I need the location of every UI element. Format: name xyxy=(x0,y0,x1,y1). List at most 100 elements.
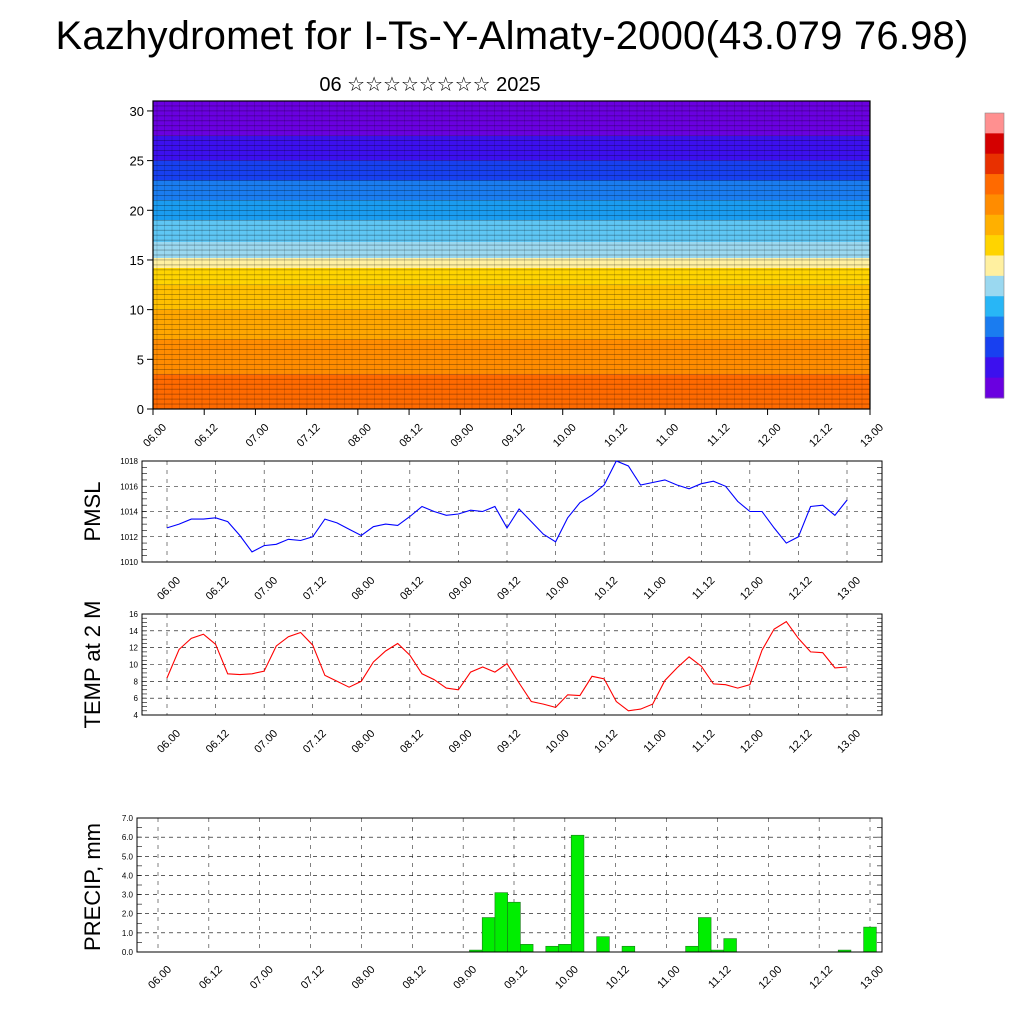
x-tick-label: 06.12 xyxy=(204,575,232,603)
color-band xyxy=(153,267,870,285)
x-tick-label: 07.00 xyxy=(244,422,272,450)
colorbar-swatch xyxy=(985,214,1004,236)
y-tick-label: 1010 xyxy=(120,558,138,567)
x-tick-label: 09.00 xyxy=(447,728,475,756)
colorbar-swatch xyxy=(985,275,1004,297)
x-tick-label: 12.00 xyxy=(756,422,784,450)
y-tick-label: 16 xyxy=(129,610,138,619)
precip-bar xyxy=(481,917,496,953)
precip-bar xyxy=(545,945,559,953)
x-tick-label: 08.12 xyxy=(397,422,425,450)
color-band xyxy=(153,101,870,136)
x-tick-label: 09.00 xyxy=(448,422,476,450)
y-tick-label: 0.0 xyxy=(122,948,134,957)
colorbar-swatch xyxy=(985,153,1004,175)
y-tick-label: 5.0 xyxy=(122,852,134,861)
x-tick-label: 12.12 xyxy=(787,575,815,603)
color-band xyxy=(153,257,870,268)
y-tick-label: 4 xyxy=(134,711,139,720)
x-tick-label: 07.00 xyxy=(252,575,280,603)
y-tick-label: 14 xyxy=(129,627,138,636)
x-tick-label: 07.00 xyxy=(248,964,276,992)
color-band xyxy=(153,339,870,375)
x-tick-label: 13.00 xyxy=(835,575,863,603)
y-tick-label: 3.0 xyxy=(122,891,134,900)
x-tick-label: 08.00 xyxy=(349,728,377,756)
color-band xyxy=(153,374,870,409)
y-tick-label: 12 xyxy=(129,644,138,653)
x-tick-label: 12.00 xyxy=(738,575,766,603)
y-tick-label: 6.0 xyxy=(122,833,134,842)
x-tick-label: 09.12 xyxy=(495,728,523,756)
x-tick-label: 10.00 xyxy=(544,728,572,756)
x-tick-label: 06.00 xyxy=(141,422,169,450)
colorbar-swatch xyxy=(985,113,1004,134)
precip-bar xyxy=(558,944,572,953)
colorbar-swatch xyxy=(985,174,1004,195)
precip-bar xyxy=(685,945,699,953)
y-tick-label: 1018 xyxy=(120,457,138,466)
x-tick-label: 10.12 xyxy=(592,728,620,756)
precip-bar xyxy=(494,892,508,953)
color-band xyxy=(153,135,870,161)
x-tick-label: 09.00 xyxy=(451,964,479,992)
y-tick-label: 6 xyxy=(134,694,139,703)
chart-title: Kazhydromet for I-Ts-Y-Almaty-2000(43.07… xyxy=(55,14,969,58)
x-tick-label: 09.12 xyxy=(502,964,530,992)
x-tick-label: 06.12 xyxy=(197,964,225,992)
y-axis-label: TEMP at 2 M xyxy=(80,601,105,729)
x-tick-label: 11.12 xyxy=(706,964,733,991)
chart-subtitle: 06 ☆☆☆☆☆☆☆☆ 2025 xyxy=(319,74,541,96)
colorbar-swatch xyxy=(985,194,1004,216)
colorbar-swatch xyxy=(985,255,1004,277)
x-tick-label: 11.12 xyxy=(690,728,717,755)
precip-bar xyxy=(863,926,877,953)
colorbar-swatch xyxy=(985,235,1004,256)
precip-bar xyxy=(520,944,534,953)
y-tick-label: 5 xyxy=(137,352,144,367)
precip-bar xyxy=(570,834,585,953)
precip-bar xyxy=(698,917,712,953)
x-tick-label: 10.12 xyxy=(602,422,630,450)
colorbar-swatch xyxy=(985,357,1004,379)
x-tick-label: 08.00 xyxy=(350,964,378,992)
precip-bar xyxy=(621,945,636,953)
x-tick-label: 11.00 xyxy=(655,964,682,991)
x-tick-label: 11.12 xyxy=(705,422,732,449)
x-tick-label: 13.00 xyxy=(858,964,886,992)
y-tick-label: 10 xyxy=(130,303,144,318)
x-tick-label: 10.12 xyxy=(604,964,632,992)
y-tick-label: 10 xyxy=(129,661,138,670)
y-tick-label: 4.0 xyxy=(122,871,134,880)
x-tick-label: 08.12 xyxy=(398,575,426,603)
y-tick-label: 25 xyxy=(130,154,144,169)
y-tick-label: 1014 xyxy=(120,508,138,517)
x-tick-label: 10.00 xyxy=(553,964,581,992)
colorbar-swatch xyxy=(985,133,1004,155)
colorbar-swatch xyxy=(985,377,1004,399)
series-line xyxy=(166,460,848,553)
cross-section-fill xyxy=(153,101,870,409)
precip-bar xyxy=(723,938,737,953)
x-tick-label: 12.12 xyxy=(807,422,835,450)
x-tick-label: 09.12 xyxy=(495,575,523,603)
y-tick-label: 8 xyxy=(134,677,139,686)
x-tick-label: 09.12 xyxy=(500,422,528,450)
x-tick-label: 07.12 xyxy=(301,575,329,603)
colorbar-frame xyxy=(984,112,1005,399)
x-tick-label: 07.12 xyxy=(295,422,323,450)
y-tick-label: 1.0 xyxy=(122,929,134,938)
x-tick-label: 06.12 xyxy=(192,422,220,450)
x-tick-label: 10.00 xyxy=(544,575,572,603)
x-tick-label: 13.00 xyxy=(858,422,886,450)
y-tick-label: 7.0 xyxy=(122,814,134,823)
y-axis-label: PRECIP, mm xyxy=(80,823,105,951)
color-band xyxy=(153,220,870,243)
x-tick-label: 11.00 xyxy=(641,728,668,755)
color-band xyxy=(153,284,870,310)
x-tick-label: 12.12 xyxy=(787,728,815,756)
series-line xyxy=(166,620,848,712)
y-tick-label: 2.0 xyxy=(122,910,134,919)
x-tick-label: 06.12 xyxy=(204,728,232,756)
y-tick-label: 15 xyxy=(130,253,144,268)
